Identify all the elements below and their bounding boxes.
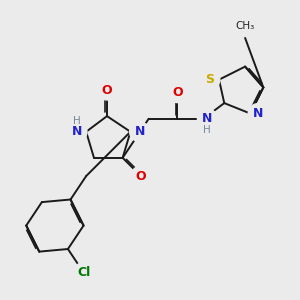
Circle shape (235, 16, 255, 36)
Text: S: S (206, 73, 214, 86)
Text: N: N (202, 112, 212, 125)
Text: N: N (72, 125, 82, 138)
Text: N: N (253, 107, 263, 120)
Circle shape (97, 80, 117, 100)
Text: H: H (203, 125, 211, 135)
Circle shape (67, 122, 87, 142)
Circle shape (248, 103, 268, 123)
Text: O: O (136, 169, 146, 183)
Text: H: H (73, 116, 81, 126)
Circle shape (200, 70, 220, 89)
Circle shape (74, 262, 94, 282)
Text: CH₃: CH₃ (236, 21, 255, 31)
Circle shape (197, 109, 217, 129)
Circle shape (131, 166, 151, 186)
Circle shape (130, 122, 149, 142)
Text: Cl: Cl (77, 266, 90, 279)
Circle shape (167, 83, 187, 103)
Text: N: N (134, 125, 145, 138)
Text: O: O (102, 84, 112, 97)
Text: O: O (172, 86, 183, 99)
